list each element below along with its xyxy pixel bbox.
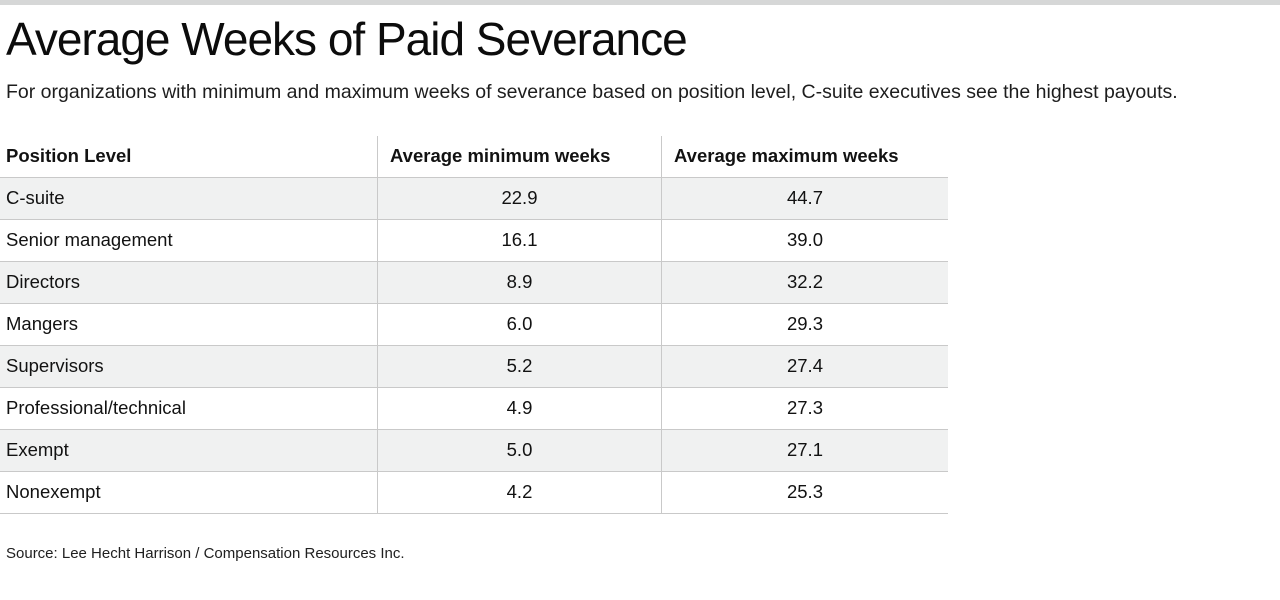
max-weeks-value: 27.1 — [786, 439, 823, 461]
column-header-average-minimum-weeks: Average minimum weeks — [378, 135, 662, 177]
row-label: Supervisors — [0, 345, 378, 387]
row-label: Directors — [0, 261, 378, 303]
min-weeks-value: 8.9 — [378, 261, 662, 303]
max-weeks-value: 29.3 — [786, 313, 823, 335]
row-label: Nonexempt — [0, 471, 378, 513]
row-label: Exempt — [0, 429, 378, 471]
table-row: Senior management 16.1 39.0 — [0, 218, 948, 261]
min-weeks-value: 22.9 — [378, 177, 662, 219]
table-row: Directors 8.9 32.2 — [0, 260, 948, 303]
max-weeks-value: 25.3 — [786, 481, 823, 503]
source-attribution: Source: Lee Hecht Harrison / Compensatio… — [6, 544, 405, 562]
max-weeks-value: 32.2 — [786, 271, 823, 293]
table-header-row: Position Level Average minimum weeks Ave… — [0, 135, 948, 177]
min-weeks-value: 4.2 — [378, 471, 662, 513]
min-weeks-value: 5.0 — [378, 429, 662, 471]
column-header-average-maximum-weeks: Average maximum weeks — [674, 145, 899, 167]
min-weeks-value: 5.2 — [378, 345, 662, 387]
min-weeks-value: 6.0 — [378, 303, 662, 345]
table-row: Professional/technical 4.9 27.3 — [0, 386, 948, 429]
row-label: C-suite — [0, 177, 378, 219]
page-subtitle: For organizations with minimum and maxim… — [6, 80, 1178, 103]
max-weeks-value: 27.3 — [786, 397, 823, 419]
row-label: Mangers — [0, 303, 378, 345]
min-weeks-value: 16.1 — [378, 219, 662, 261]
row-label: Professional/technical — [0, 387, 378, 429]
row-label: Senior management — [0, 219, 378, 261]
table-row: Nonexempt 4.2 25.3 — [0, 470, 948, 513]
page-title: Average Weeks of Paid Severance — [6, 13, 688, 65]
max-weeks-value: 39.0 — [786, 229, 823, 251]
severance-table: Position Level Average minimum weeks Ave… — [0, 135, 948, 514]
max-weeks-value: 44.7 — [786, 187, 823, 209]
table-row: Exempt 5.0 27.1 — [0, 428, 948, 471]
table-row: Supervisors 5.2 27.4 — [0, 344, 948, 387]
max-weeks-value: 27.4 — [786, 355, 823, 377]
top-divider-bar — [0, 0, 1280, 5]
table-row: C-suite 22.9 44.7 — [0, 176, 948, 219]
table-row: Mangers 6.0 29.3 — [0, 302, 948, 345]
min-weeks-value: 4.9 — [378, 387, 662, 429]
column-header-position-level: Position Level — [0, 135, 378, 177]
